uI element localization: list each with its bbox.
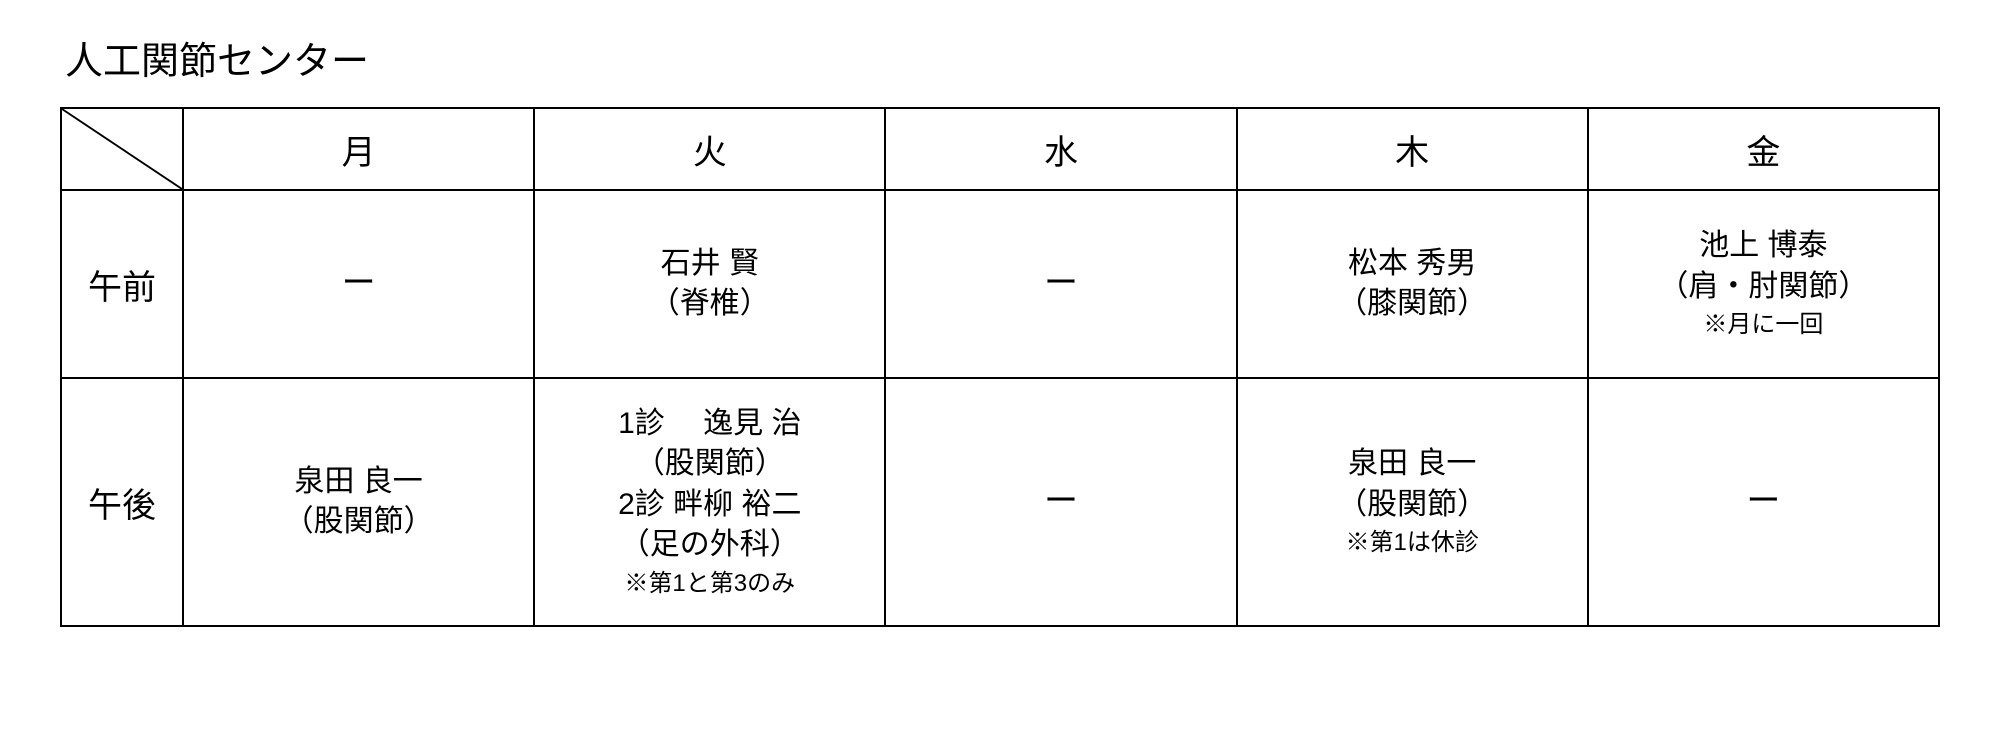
cell-am-wed: ー <box>885 190 1236 378</box>
cell-text: 泉田 良一 <box>1242 444 1583 485</box>
day-header-wed: 水 <box>885 108 1236 190</box>
cell-text: （肩・肘関節） <box>1593 267 1934 308</box>
cell-text: （股関節） <box>188 502 529 543</box>
cell-note: ※月に一回 <box>1593 309 1934 341</box>
rowhead-am: 午前 <box>61 190 183 378</box>
diagonal-icon <box>62 109 182 189</box>
cell-note: ※第1と第3のみ <box>539 568 880 600</box>
cell-text: 松本 秀男 <box>1242 244 1583 285</box>
schedule-table: 月 火 水 木 金 午前 ー 石井 賢 （脊椎） ー 松本 秀男 （膝関節） 池… <box>60 107 1940 627</box>
cell-note: ※第1は休診 <box>1242 527 1583 559</box>
cell-text: 1診 逸見 治 <box>539 404 880 445</box>
row-pm: 午後 泉田 良一 （股関節） 1診 逸見 治 （股関節） 2診 畔柳 裕二 （足… <box>61 378 1939 626</box>
cell-am-tue: 石井 賢 （脊椎） <box>534 190 885 378</box>
day-header-thu: 木 <box>1237 108 1588 190</box>
day-header-tue: 火 <box>534 108 885 190</box>
day-header-fri: 金 <box>1588 108 1939 190</box>
cell-text: （股関節） <box>1242 485 1583 526</box>
cell-text: 泉田 良一 <box>188 462 529 503</box>
cell-am-mon: ー <box>183 190 534 378</box>
cell-pm-fri: ー <box>1588 378 1939 626</box>
cell-pm-wed: ー <box>885 378 1236 626</box>
cell-pm-mon: 泉田 良一 （股関節） <box>183 378 534 626</box>
corner-cell <box>61 108 183 190</box>
row-am: 午前 ー 石井 賢 （脊椎） ー 松本 秀男 （膝関節） 池上 博泰 （肩・肘関… <box>61 190 1939 378</box>
cell-pm-thu: 泉田 良一 （股関節） ※第1は休診 <box>1237 378 1588 626</box>
cell-text: （足の外科） <box>539 525 880 566</box>
cell-text: （股関節） <box>539 444 880 485</box>
cell-text: （脊椎） <box>539 284 880 325</box>
cell-text: 池上 博泰 <box>1593 226 1934 267</box>
cell-pm-tue: 1診 逸見 治 （股関節） 2診 畔柳 裕二 （足の外科） ※第1と第3のみ <box>534 378 885 626</box>
rowhead-pm: 午後 <box>61 378 183 626</box>
cell-text: 石井 賢 <box>539 244 880 285</box>
day-header-mon: 月 <box>183 108 534 190</box>
page-title: 人工関節センター <box>65 30 1940 85</box>
cell-am-thu: 松本 秀男 （膝関節） <box>1237 190 1588 378</box>
cell-text: （膝関節） <box>1242 284 1583 325</box>
header-row: 月 火 水 木 金 <box>61 108 1939 190</box>
cell-am-fri: 池上 博泰 （肩・肘関節） ※月に一回 <box>1588 190 1939 378</box>
cell-text: 2診 畔柳 裕二 <box>539 485 880 526</box>
